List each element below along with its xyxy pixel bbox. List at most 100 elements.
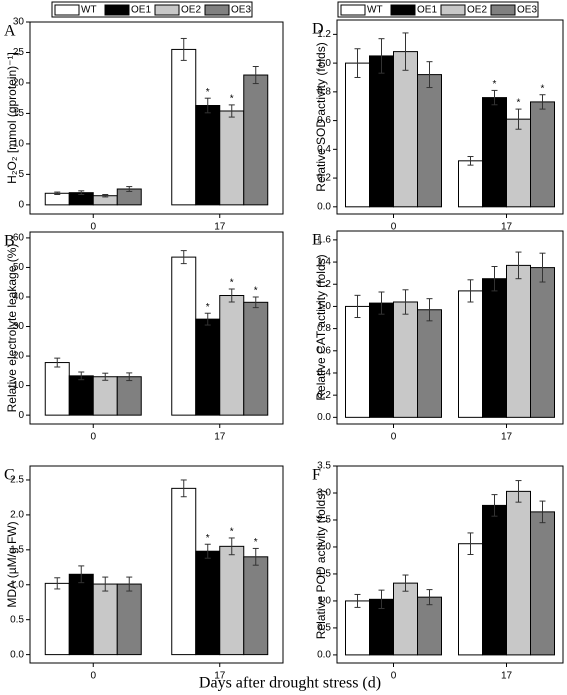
x-tick-label: 0 — [391, 222, 397, 233]
plot-frame — [336, 19, 564, 215]
bar — [195, 318, 221, 416]
y-tick-label: 60 — [13, 233, 25, 244]
bar — [530, 101, 555, 208]
bar — [68, 375, 94, 416]
y-axis-label: Relative SOD activity (folds) — [314, 42, 328, 191]
x-axis-label: Days after drought stress (d) — [199, 675, 381, 692]
legend-label: OE1 — [131, 5, 151, 16]
x-tick-label: 17 — [214, 432, 226, 443]
bar — [417, 309, 442, 418]
y-tick-label: 0.0 — [317, 412, 331, 423]
y-tick-label: 20 — [13, 351, 25, 362]
plot-frame — [29, 21, 284, 215]
y-tick-label: 0.8 — [317, 323, 331, 334]
plot-frame — [29, 231, 284, 425]
legend-swatch — [440, 4, 466, 16]
y-tick-label: 1.2 — [317, 29, 331, 40]
bar — [506, 264, 531, 418]
y-tick-label: 1.0 — [10, 579, 24, 590]
significance-mark: * — [541, 83, 545, 94]
bar — [171, 256, 197, 416]
y-tick-label: 1.6 — [317, 235, 331, 246]
y-tick-label: 0.0 — [317, 650, 331, 661]
bar — [369, 55, 394, 208]
y-tick-label: 2.5 — [10, 475, 24, 486]
bar — [393, 301, 418, 418]
bar — [243, 74, 269, 206]
plot-frame — [336, 465, 564, 664]
bar — [92, 376, 118, 416]
bar — [482, 97, 507, 208]
y-tick-label: 0.6 — [317, 115, 331, 126]
y-tick-label: 2.0 — [10, 510, 24, 521]
bar — [116, 583, 142, 656]
panel-letter: C — [4, 467, 15, 484]
significance-mark: * — [254, 286, 258, 297]
significance-mark: * — [206, 533, 210, 544]
legend-swatch — [154, 4, 180, 16]
legend-label: OE1 — [417, 5, 437, 16]
y-tick-label: 0.4 — [317, 144, 331, 155]
bar — [219, 110, 245, 206]
bar — [44, 192, 70, 206]
bar — [68, 573, 94, 656]
y-tick-label: 1.5 — [317, 569, 331, 580]
significance-mark: * — [206, 302, 210, 313]
x-tick-label: 17 — [501, 432, 513, 443]
y-tick-label: 5 — [18, 169, 24, 180]
y-axis-label: H₂O₂ [mmol (gprotein)⁻¹] — [5, 52, 19, 184]
legend-label: OE3 — [231, 5, 251, 16]
legend-label: WT — [367, 5, 383, 16]
legend-swatch — [490, 4, 516, 16]
legend-swatch — [340, 4, 366, 16]
y-axis-label: Relative POD activity (folds) — [314, 490, 328, 639]
significance-mark: * — [517, 98, 521, 109]
bar — [243, 301, 269, 416]
bar — [44, 362, 70, 416]
y-tick-label: 0.5 — [317, 623, 331, 634]
panel-letter: B — [4, 233, 15, 250]
y-axis-label: MDA (µM/g FW) — [5, 521, 19, 607]
bar — [171, 48, 197, 206]
bar — [458, 290, 483, 418]
legend-swatch — [54, 4, 80, 16]
bar — [506, 118, 531, 208]
legend-box — [51, 1, 253, 18]
y-tick-label: 1.0 — [317, 58, 331, 69]
bar — [482, 278, 507, 418]
bar — [219, 295, 245, 416]
y-tick-label: 0.2 — [317, 173, 331, 184]
y-axis-label: Relative electrolyte leakage (%) — [5, 244, 19, 413]
bar — [195, 105, 221, 206]
x-tick-label: 17 — [214, 671, 226, 682]
y-tick-label: 15 — [13, 108, 25, 119]
y-tick-label: 1.4 — [317, 257, 331, 268]
y-tick-label: 0.2 — [317, 390, 331, 401]
x-tick-label: 0 — [90, 432, 96, 443]
y-tick-label: 0.5 — [10, 614, 24, 625]
bar — [417, 74, 442, 208]
y-tick-label: 40 — [13, 292, 25, 303]
legend-box — [337, 1, 539, 18]
bar — [506, 490, 531, 656]
legend-swatch — [104, 4, 130, 16]
y-tick-label: 3.5 — [317, 461, 331, 472]
y-tick-label: 50 — [13, 262, 25, 273]
x-tick-label: 0 — [90, 222, 96, 233]
significance-mark: * — [493, 79, 497, 90]
bar — [393, 51, 418, 208]
y-tick-label: 30 — [13, 17, 25, 28]
y-tick-label: 25 — [13, 47, 25, 58]
y-tick-label: 1.0 — [317, 596, 331, 607]
bar — [530, 511, 555, 656]
legend-label: OE2 — [181, 5, 201, 16]
y-tick-label: 10 — [13, 139, 25, 150]
significance-mark: * — [230, 94, 234, 105]
y-tick-label: 20 — [13, 78, 25, 89]
y-tick-label: 1.2 — [317, 279, 331, 290]
x-tick-label: 0 — [90, 671, 96, 682]
bar — [345, 305, 370, 418]
bar — [116, 376, 142, 416]
plot-frame — [29, 465, 284, 664]
significance-mark: * — [254, 537, 258, 548]
